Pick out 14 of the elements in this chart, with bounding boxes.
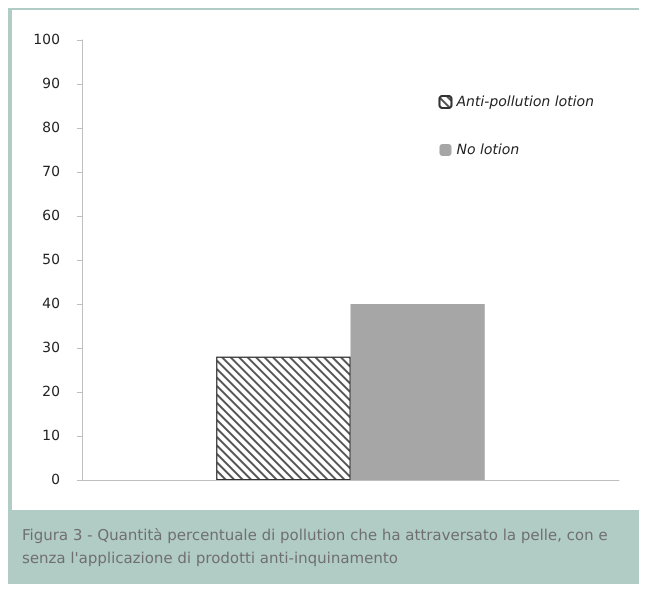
y-tick-label: 70: [42, 164, 60, 180]
y-tick-label: 30: [42, 340, 60, 356]
y-tick-label: 100: [33, 32, 60, 48]
y-tick-label: 10: [42, 428, 60, 444]
y-tick-label: 0: [51, 472, 60, 488]
legend-label: Anti-pollution lotion: [455, 94, 594, 110]
y-tick-label: 90: [42, 76, 60, 92]
y-tick-label: 50: [42, 252, 60, 268]
y-tick-label: 60: [42, 208, 60, 224]
legend-label: No lotion: [456, 142, 520, 158]
y-tick-label: 40: [42, 296, 60, 312]
y-tick-label: 20: [42, 384, 60, 400]
text: Figura 3 - Quantità percentuale di pollution che ha attraversato la pelle, con e senza l'applicazione di prodotti anti-inquinamento: [12, 510, 639, 584]
y-tick-label: 80: [42, 120, 60, 136]
